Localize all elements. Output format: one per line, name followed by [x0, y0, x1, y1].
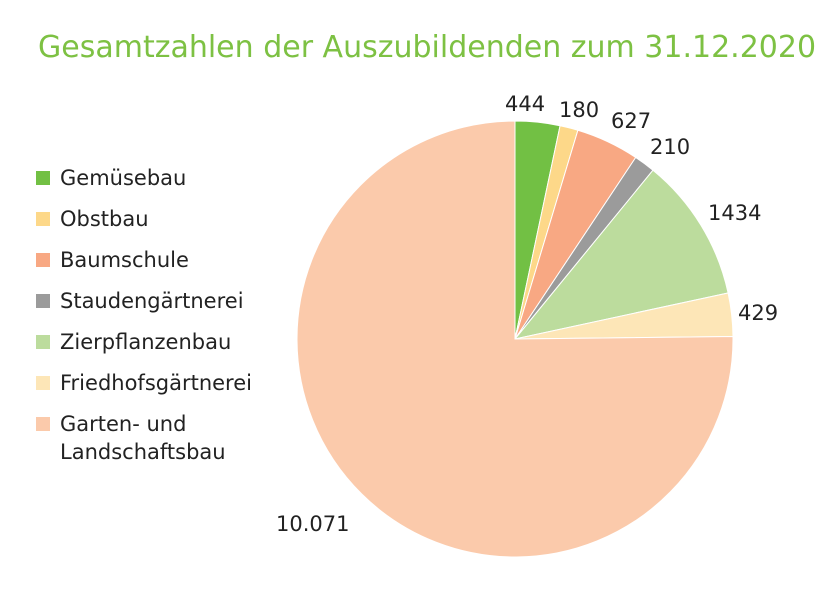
legend-item-gemuesebau: Gemüsebau	[36, 164, 275, 205]
legend-item-friedhofsgaertnerei: Friedhofsgärtnerei	[36, 369, 275, 410]
data-label: 180	[559, 98, 599, 122]
data-label: 1434	[708, 201, 761, 225]
slice-garten-landschaftsbau	[296, 120, 734, 558]
legend-label: Garten- und Landschaftsbau	[60, 412, 226, 464]
legend-swatch	[36, 417, 50, 431]
data-label: 210	[650, 135, 690, 159]
chart-title: Gesamtzahlen der Auszubildenden zum 31.1…	[38, 30, 817, 65]
legend-label: Obstbau	[60, 207, 149, 231]
legend-label: Friedhofsgärtnerei	[60, 371, 252, 395]
legend-swatch	[36, 376, 50, 390]
slice-zierpflanzenbau	[513, 169, 729, 340]
legend-item-baumschule: Baumschule	[36, 246, 275, 287]
chart-legend: Gemüsebau Obstbau Baumschule Staudengärt…	[36, 164, 275, 480]
legend-item-garten-landschaftsbau: Garten- und Landschaftsbau	[36, 410, 275, 480]
legend-swatch	[36, 335, 50, 349]
data-label: 627	[611, 109, 651, 133]
legend-swatch	[36, 212, 50, 226]
legend-item-staudengaertnerei: Staudengärtnerei	[36, 287, 275, 328]
legend-swatch	[36, 294, 50, 308]
legend-label: Staudengärtnerei	[60, 289, 244, 313]
legend-swatch	[36, 171, 50, 185]
legend-label: Gemüsebau	[60, 166, 187, 190]
data-label: 429	[738, 301, 778, 325]
legend-swatch	[36, 253, 50, 267]
legend-label: Zierpflanzenbau	[60, 330, 232, 354]
legend-label: Baumschule	[60, 248, 189, 272]
legend-item-obstbau: Obstbau	[36, 205, 275, 246]
legend-item-zierpflanzenbau: Zierpflanzenbau	[36, 328, 275, 369]
data-label: 10.071	[276, 512, 349, 536]
data-label: 444	[505, 92, 545, 116]
